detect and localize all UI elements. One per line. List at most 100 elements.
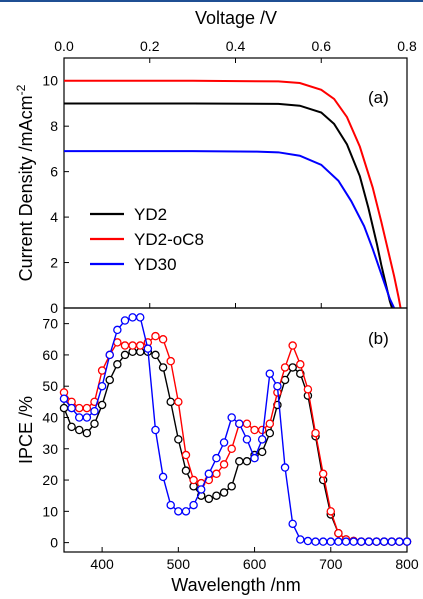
ipce-point-yd2-oc8 <box>151 331 160 341</box>
panel-a-x-axis-title: Voltage /V <box>195 8 277 28</box>
panel-a-y-tick-label: 8 <box>50 118 58 134</box>
panel-a-y-tick-label: 10 <box>42 73 58 89</box>
ipce-point-yd30 <box>311 537 320 546</box>
panel-b-y-tick-label: 60 <box>42 347 58 363</box>
ipce-point-yd30 <box>326 537 336 546</box>
ipce-point-yd2 <box>174 435 183 444</box>
ipce-point-yd2-oc8 <box>120 341 130 350</box>
ipce-point-yd2 <box>59 403 69 413</box>
panel-a-x-tick-label: 0.6 <box>312 38 332 54</box>
panel-b-ipce-spectra: 400 500 600 700 800 0 10 20 30 40 50 60 70 Waveleng… <box>16 307 419 595</box>
panel-b-y-tick-label: 70 <box>42 316 58 332</box>
panel-a-frame <box>63 57 408 309</box>
ipce-point-yd2 <box>97 400 107 410</box>
ipce-series-yd30 <box>59 313 412 546</box>
panel-b-x-ticks: 400 500 600 700 800 <box>90 547 419 572</box>
ipce-point-yd2 <box>257 447 267 457</box>
legend-label-yd30: YD30 <box>134 255 177 274</box>
panel-b-frame <box>63 307 408 553</box>
ipce-point-yd2-oc8 <box>174 397 183 407</box>
ipce-point-yd2-oc8 <box>227 444 236 454</box>
ipce-point-yd30 <box>158 472 168 482</box>
ipce-point-yd2-oc8 <box>135 341 145 350</box>
ipce-point-yd2-oc8 <box>334 528 343 538</box>
ipce-point-yd30 <box>74 413 84 422</box>
ipce-point-yd30 <box>113 325 122 335</box>
ipce-point-yd2-oc8 <box>318 469 328 479</box>
ipce-point-yd30 <box>250 453 259 463</box>
jv-curve-yd2 <box>64 102 393 309</box>
ipce-point-yd2-oc8 <box>311 428 320 438</box>
ipce-point-yd2-oc8 <box>242 419 252 428</box>
ipce-point-yd2 <box>204 494 214 504</box>
top-rule <box>0 0 423 2</box>
ipce-point-yd30 <box>105 350 114 360</box>
ipce-point-yd2 <box>219 488 229 497</box>
ipce-point-yd2 <box>151 350 160 360</box>
ipce-point-yd2 <box>288 363 297 372</box>
ipce-point-yd30 <box>273 381 282 391</box>
ipce-series-yd2 <box>59 347 412 546</box>
legend-label-yd2-oc8: YD2-oC8 <box>134 230 204 249</box>
ipce-point-yd2 <box>158 363 168 372</box>
ipce-point-yd2-oc8 <box>265 419 275 428</box>
ipce-point-yd30 <box>143 344 153 353</box>
panel-a-y-tick-label: 2 <box>50 255 58 271</box>
ipce-point-yd30 <box>387 537 397 546</box>
ipce-point-yd30 <box>357 537 366 546</box>
panel-b-x-tick-label: 700 <box>319 556 343 572</box>
ipce-point-yd2 <box>235 457 244 466</box>
ipce-point-yd2-oc8 <box>189 475 198 485</box>
ipce-point-yd30 <box>135 313 145 322</box>
ipce-point-yd30 <box>166 500 175 510</box>
ipce-point-yd30 <box>288 519 297 529</box>
panel-a-x-tick-label: 0.4 <box>226 38 246 54</box>
ipce-point-yd2-oc8 <box>288 341 297 350</box>
panel-b-y-ticks: 0 10 20 30 40 50 60 70 <box>42 316 69 551</box>
panel-a-x-ticks: 0.0 0.2 0.4 0.6 0.8 <box>54 38 417 308</box>
panel-a-x-tick-label: 0.8 <box>397 38 417 54</box>
ipce-point-yd30 <box>334 537 343 546</box>
panel-a-y-tick-label: 4 <box>50 209 58 225</box>
panel-b-series <box>59 313 412 546</box>
panel-a-jv-curves: 0.0 0.2 0.4 0.6 0.8 0 2 4 6 8 10 Voltage /V Curre… <box>14 8 417 316</box>
ipce-point-yd30 <box>296 535 305 544</box>
ipce-point-yd30 <box>67 403 76 413</box>
panel-b-y-tick-label: 0 <box>50 535 58 551</box>
panel-b-y-tick-label: 30 <box>42 441 58 457</box>
panel-a-x-tick-label: 0.2 <box>140 38 160 54</box>
ipce-point-yd2 <box>113 360 122 369</box>
ipce-point-yd30 <box>97 381 107 391</box>
panel-b-y-tick-label: 50 <box>42 378 58 394</box>
ipce-point-yd2-oc8 <box>219 460 229 469</box>
ipce-point-yd30 <box>212 453 221 463</box>
ipce-point-yd2-oc8 <box>82 403 92 413</box>
panel-b-x-tick-label: 800 <box>395 556 419 572</box>
ipce-point-yd30 <box>265 369 275 378</box>
ipce-point-yd2 <box>120 350 130 360</box>
ipce-point-yd30 <box>174 507 183 516</box>
ipce-point-yd30 <box>59 394 69 403</box>
ipce-point-yd30 <box>82 413 92 422</box>
panel-b-label: (b) <box>368 329 389 348</box>
ipce-point-yd2-oc8 <box>303 385 313 394</box>
legend: YD2 YD2-oC8 YD30 <box>90 205 204 274</box>
ipce-point-yd30 <box>189 500 198 510</box>
ipce-point-yd2-oc8 <box>166 356 175 366</box>
ipce-point-yd30 <box>235 419 244 428</box>
ipce-point-yd2-oc8 <box>158 335 168 344</box>
ipce-point-yd30 <box>242 435 252 444</box>
ipce-series-yd2-oc8 <box>59 331 412 546</box>
panel-a-y-axis-title-main: Current Density /mAcm <box>16 95 36 281</box>
ipce-point-yd30 <box>395 537 404 546</box>
ipce-point-yd30 <box>151 425 160 435</box>
ipce-point-yd2-oc8 <box>212 469 221 479</box>
panel-a-y-axis-title: Current Density /mAcm-2 <box>14 84 36 281</box>
panel-b-y-tick-label: 10 <box>42 503 58 519</box>
ipce-point-yd30 <box>318 537 328 546</box>
panel-b-x-tick-label: 600 <box>243 556 267 572</box>
ipce-point-yd2-oc8 <box>250 425 259 435</box>
ipce-point-yd2-oc8 <box>74 403 84 413</box>
panel-b-x-tick-label: 500 <box>167 556 191 572</box>
